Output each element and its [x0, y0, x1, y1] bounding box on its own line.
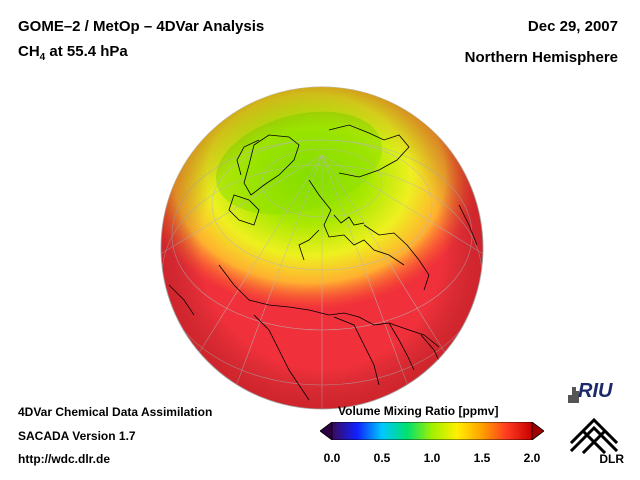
footer-line-1: 4DVar Chemical Data Assimilation	[18, 405, 213, 419]
riu-logo: RIU	[568, 380, 613, 403]
species-name: CH	[18, 43, 40, 60]
pressure-level: at 55.4 hPa	[45, 43, 128, 60]
dlr-logo-icon	[569, 417, 619, 455]
footer-line-2: SACADA Version 1.7	[18, 429, 136, 443]
colorbar-bar	[331, 422, 533, 440]
colorbar-tick-label: 0.0	[323, 451, 341, 465]
colorbar-low-arrow	[320, 422, 333, 440]
colorbar-tick-label: 2.0	[523, 451, 541, 465]
hemisphere-globe	[160, 86, 484, 410]
colorbar-label: Volume Mixing Ratio [ppmv]	[338, 404, 499, 418]
colorbar-tick-label: 1.5	[473, 451, 491, 465]
dlr-logo-text: DLR	[599, 452, 624, 466]
colorbar-tick-label: 0.5	[373, 451, 391, 465]
colorbar	[320, 422, 544, 440]
svg-text:RIU: RIU	[578, 380, 613, 402]
colorbar-tick-label: 1.0	[423, 451, 441, 465]
species-subscript: 4	[39, 52, 46, 63]
colorbar-high-arrow	[531, 422, 544, 440]
map-title: GOME–2 / MetOp – 4DVar Analysis	[18, 18, 265, 35]
region-label: Northern Hemisphere	[464, 49, 618, 66]
date-label: Dec 29, 2007	[527, 18, 618, 35]
footer-url: http://wdc.dlr.de	[18, 452, 110, 466]
map-subtitle: CH4 at 55.4 hPa	[18, 43, 128, 63]
